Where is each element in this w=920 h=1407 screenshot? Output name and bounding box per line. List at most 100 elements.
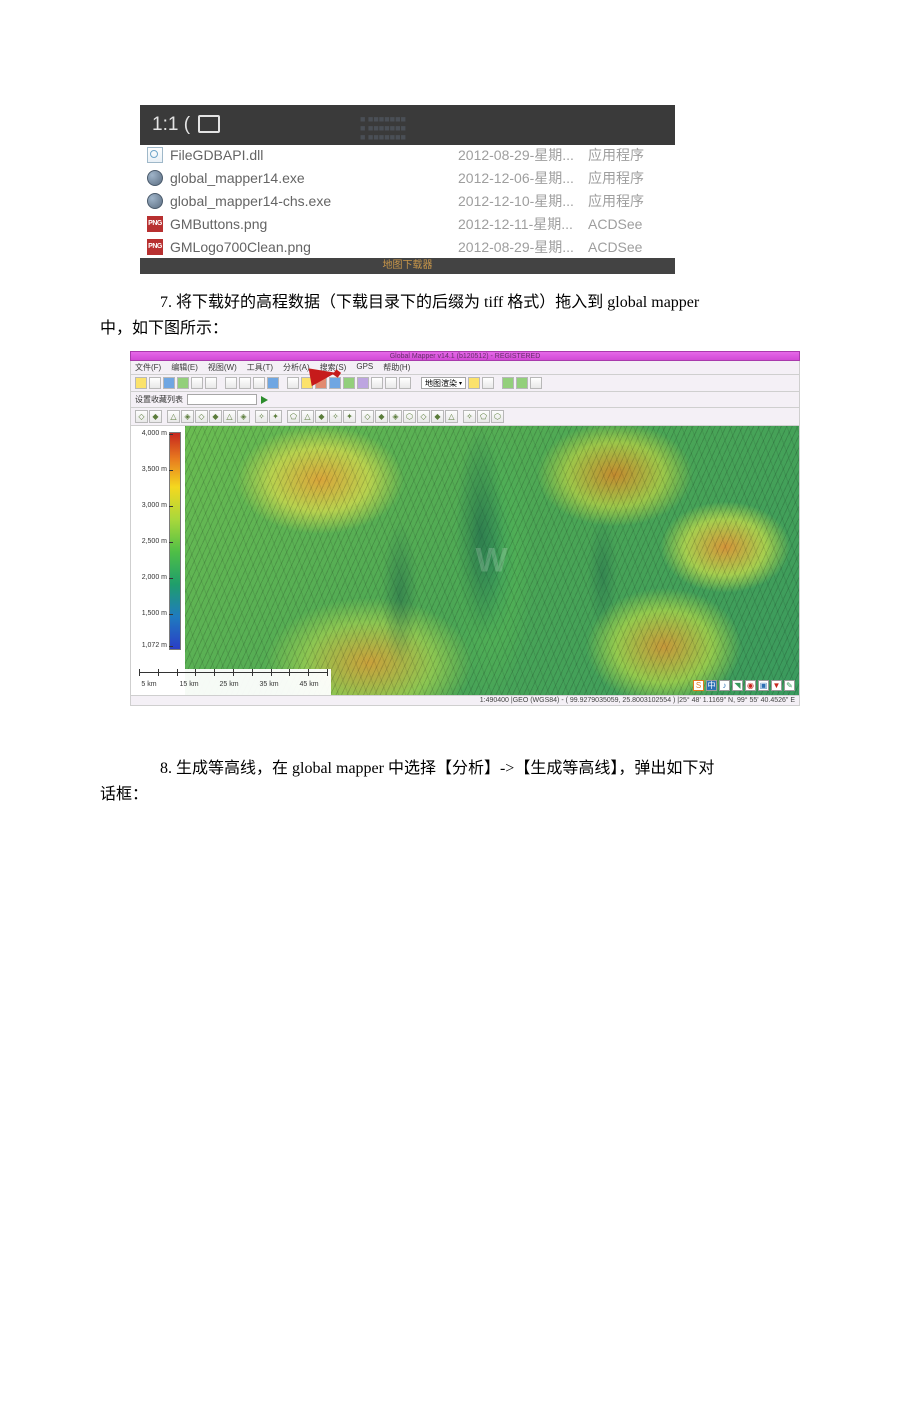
dg-icon[interactable]: ⬡ bbox=[491, 410, 504, 423]
file-type: 应用程序 bbox=[588, 168, 658, 188]
tool-refresh-icon[interactable] bbox=[482, 377, 494, 389]
png-icon: PNG bbox=[147, 216, 163, 232]
step-8-text: 8. 生成等高线，在 global mapper 中选择【分析】->【生成等高线… bbox=[100, 756, 820, 782]
corner-icon[interactable]: ◉ bbox=[745, 680, 756, 691]
dg-icon[interactable]: ⬡ bbox=[403, 410, 416, 423]
step-7-line1: 7. 将下载好的高程数据（下载目录下的后缀为 tiff 格式）拖入到 globa… bbox=[160, 294, 699, 311]
gm-titlebar: Global Mapper v14.1 (b120512) - REGISTER… bbox=[130, 351, 800, 361]
tool-save-icon[interactable] bbox=[149, 377, 161, 389]
file-row[interactable]: PNG GMButtons.png 2012-12-11-星期... ACDSe… bbox=[140, 212, 675, 235]
corner-icon[interactable]: ▼ bbox=[771, 680, 782, 691]
dg-icon[interactable]: ◈ bbox=[389, 410, 402, 423]
file-date: 2012-12-11-星期... bbox=[458, 214, 588, 234]
elev-tick: 1,072 m bbox=[133, 642, 167, 649]
menu-view[interactable]: 视图(W) bbox=[208, 362, 237, 373]
tool-digitize-icon[interactable] bbox=[371, 377, 383, 389]
file-date: 2012-12-06-星期... bbox=[458, 168, 588, 188]
corner-icon[interactable]: 中 bbox=[706, 680, 717, 691]
dg-icon[interactable]: ◈ bbox=[237, 410, 250, 423]
tool-zoom-icon[interactable] bbox=[225, 377, 237, 389]
map-layer-label: 地图渲染 bbox=[425, 378, 457, 389]
file-name: GMButtons.png bbox=[170, 216, 458, 232]
dg-icon[interactable]: ⬠ bbox=[287, 410, 300, 423]
file-row[interactable]: global_mapper14.exe 2012-12-06-星期... 应用程… bbox=[140, 166, 675, 189]
step-8-text-cont: 话框： bbox=[100, 782, 820, 808]
tool-fullext-icon[interactable] bbox=[267, 377, 279, 389]
tool-grid-icon[interactable] bbox=[385, 377, 397, 389]
menu-gps[interactable]: GPS bbox=[356, 362, 373, 373]
gm-statusbar: 1:490400 |GEO (WGS84) - ( 99.9279035059,… bbox=[130, 696, 800, 706]
menu-edit[interactable]: 编辑(E) bbox=[171, 362, 198, 373]
tool-zoomin-icon[interactable] bbox=[239, 377, 251, 389]
tool-check-icon[interactable] bbox=[530, 377, 542, 389]
menu-file[interactable]: 文件(F) bbox=[135, 362, 161, 373]
dg-icon[interactable]: ◆ bbox=[209, 410, 222, 423]
dg-icon[interactable]: ◈ bbox=[181, 410, 194, 423]
dg-icon[interactable]: △ bbox=[445, 410, 458, 423]
tool-zoomout-icon[interactable] bbox=[253, 377, 265, 389]
dg-icon[interactable]: ◆ bbox=[149, 410, 162, 423]
file-date: 2012-08-29-星期... bbox=[458, 145, 588, 165]
dg-icon[interactable]: ✧ bbox=[463, 410, 476, 423]
elevation-legend: 4,000 m 3,500 m 3,000 m 2,500 m 2,000 m … bbox=[131, 426, 185, 695]
dg-icon[interactable]: ◇ bbox=[417, 410, 430, 423]
elev-tick: 3,500 m bbox=[133, 466, 167, 473]
dg-icon[interactable]: ✦ bbox=[269, 410, 282, 423]
play-icon[interactable] bbox=[261, 396, 268, 404]
menu-tools[interactable]: 工具(T) bbox=[247, 362, 273, 373]
dg-icon[interactable]: △ bbox=[301, 410, 314, 423]
tool-layer-icon[interactable] bbox=[177, 377, 189, 389]
tool-path-icon[interactable] bbox=[343, 377, 355, 389]
dg-icon[interactable]: ◇ bbox=[135, 410, 148, 423]
menu-analysis[interactable]: 分析(A) bbox=[283, 362, 310, 373]
corner-icon[interactable]: ♪ bbox=[719, 680, 730, 691]
gm-map-canvas[interactable]: 4,000 m 3,500 m 3,000 m 2,500 m 2,000 m … bbox=[130, 426, 800, 696]
file-explorer-titlebar: 1:1 ( ■ ■■■■■■■■ ■■■■■■■■ ■■■■■■■ bbox=[140, 105, 675, 145]
file-type: 应用程序 bbox=[588, 145, 658, 165]
tool-config-icon[interactable] bbox=[205, 377, 217, 389]
corner-icon[interactable]: ▣ bbox=[758, 680, 769, 691]
dg-icon[interactable]: ✧ bbox=[329, 410, 342, 423]
tool-up-icon[interactable] bbox=[502, 377, 514, 389]
tool-open-icon[interactable] bbox=[135, 377, 147, 389]
file-row[interactable]: global_mapper14-chs.exe 2012-12-10-星期...… bbox=[140, 189, 675, 212]
dg-icon[interactable]: △ bbox=[167, 410, 180, 423]
file-date: 2012-08-29-星期... bbox=[458, 237, 588, 257]
file-name: global_mapper14.exe bbox=[170, 170, 458, 186]
zoom-ratio-label: 1:1 ( bbox=[152, 114, 190, 136]
tool-print-icon[interactable] bbox=[191, 377, 203, 389]
file-type: ACDSee bbox=[588, 216, 658, 232]
corner-icon[interactable]: S bbox=[693, 680, 704, 691]
corner-icon[interactable]: ◥ bbox=[732, 680, 743, 691]
file-type: 应用程序 bbox=[588, 191, 658, 211]
dg-icon[interactable]: ◆ bbox=[375, 410, 388, 423]
map-layer-select[interactable]: 地图渲染 ▾ bbox=[421, 377, 466, 389]
dll-icon bbox=[147, 147, 163, 163]
gm-toolbar-digitizer: ◇ ◆ △ ◈ ◇ ◆ △ ◈ ✧ ✦ ⬠ △ ◆ ✧ ✦ ◇ ◆ ◈ ⬡ ◇ … bbox=[130, 408, 800, 426]
dg-icon[interactable]: ◆ bbox=[315, 410, 328, 423]
elev-tick: 4,000 m bbox=[133, 430, 167, 437]
tool-copy-icon[interactable] bbox=[399, 377, 411, 389]
file-row[interactable]: FileGDBAPI.dll 2012-08-29-星期... 应用程序 bbox=[140, 143, 675, 166]
menu-help[interactable]: 帮助(H) bbox=[383, 362, 410, 373]
tool-globe-icon[interactable] bbox=[163, 377, 175, 389]
file-name: FileGDBAPI.dll bbox=[170, 147, 458, 163]
dg-icon[interactable]: ✧ bbox=[255, 410, 268, 423]
tool-area-icon[interactable] bbox=[357, 377, 369, 389]
dg-icon[interactable]: ◇ bbox=[361, 410, 374, 423]
favorites-label: 设置收藏列表 bbox=[135, 394, 183, 405]
gm-favorites-bar: 设置收藏列表 bbox=[130, 392, 800, 408]
corner-icon[interactable]: ✎ bbox=[784, 680, 795, 691]
tool-down-icon[interactable] bbox=[516, 377, 528, 389]
terrain-map[interactable]: W S 中 ♪ ◥ ◉ ▣ ▼ ✎ bbox=[185, 426, 799, 695]
dg-icon[interactable]: ✦ bbox=[343, 410, 356, 423]
favorites-dropdown[interactable] bbox=[187, 394, 257, 405]
map-corner-toolbar: S 中 ♪ ◥ ◉ ▣ ▼ ✎ bbox=[693, 680, 795, 691]
file-row[interactable]: PNG GMLogo700Clean.png 2012-08-29-星期... … bbox=[140, 235, 675, 258]
dg-icon[interactable]: △ bbox=[223, 410, 236, 423]
tool-star-icon[interactable] bbox=[468, 377, 480, 389]
dg-icon[interactable]: ◆ bbox=[431, 410, 444, 423]
dg-icon[interactable]: ◇ bbox=[195, 410, 208, 423]
tool-info-icon[interactable] bbox=[287, 377, 299, 389]
dg-icon[interactable]: ⬠ bbox=[477, 410, 490, 423]
